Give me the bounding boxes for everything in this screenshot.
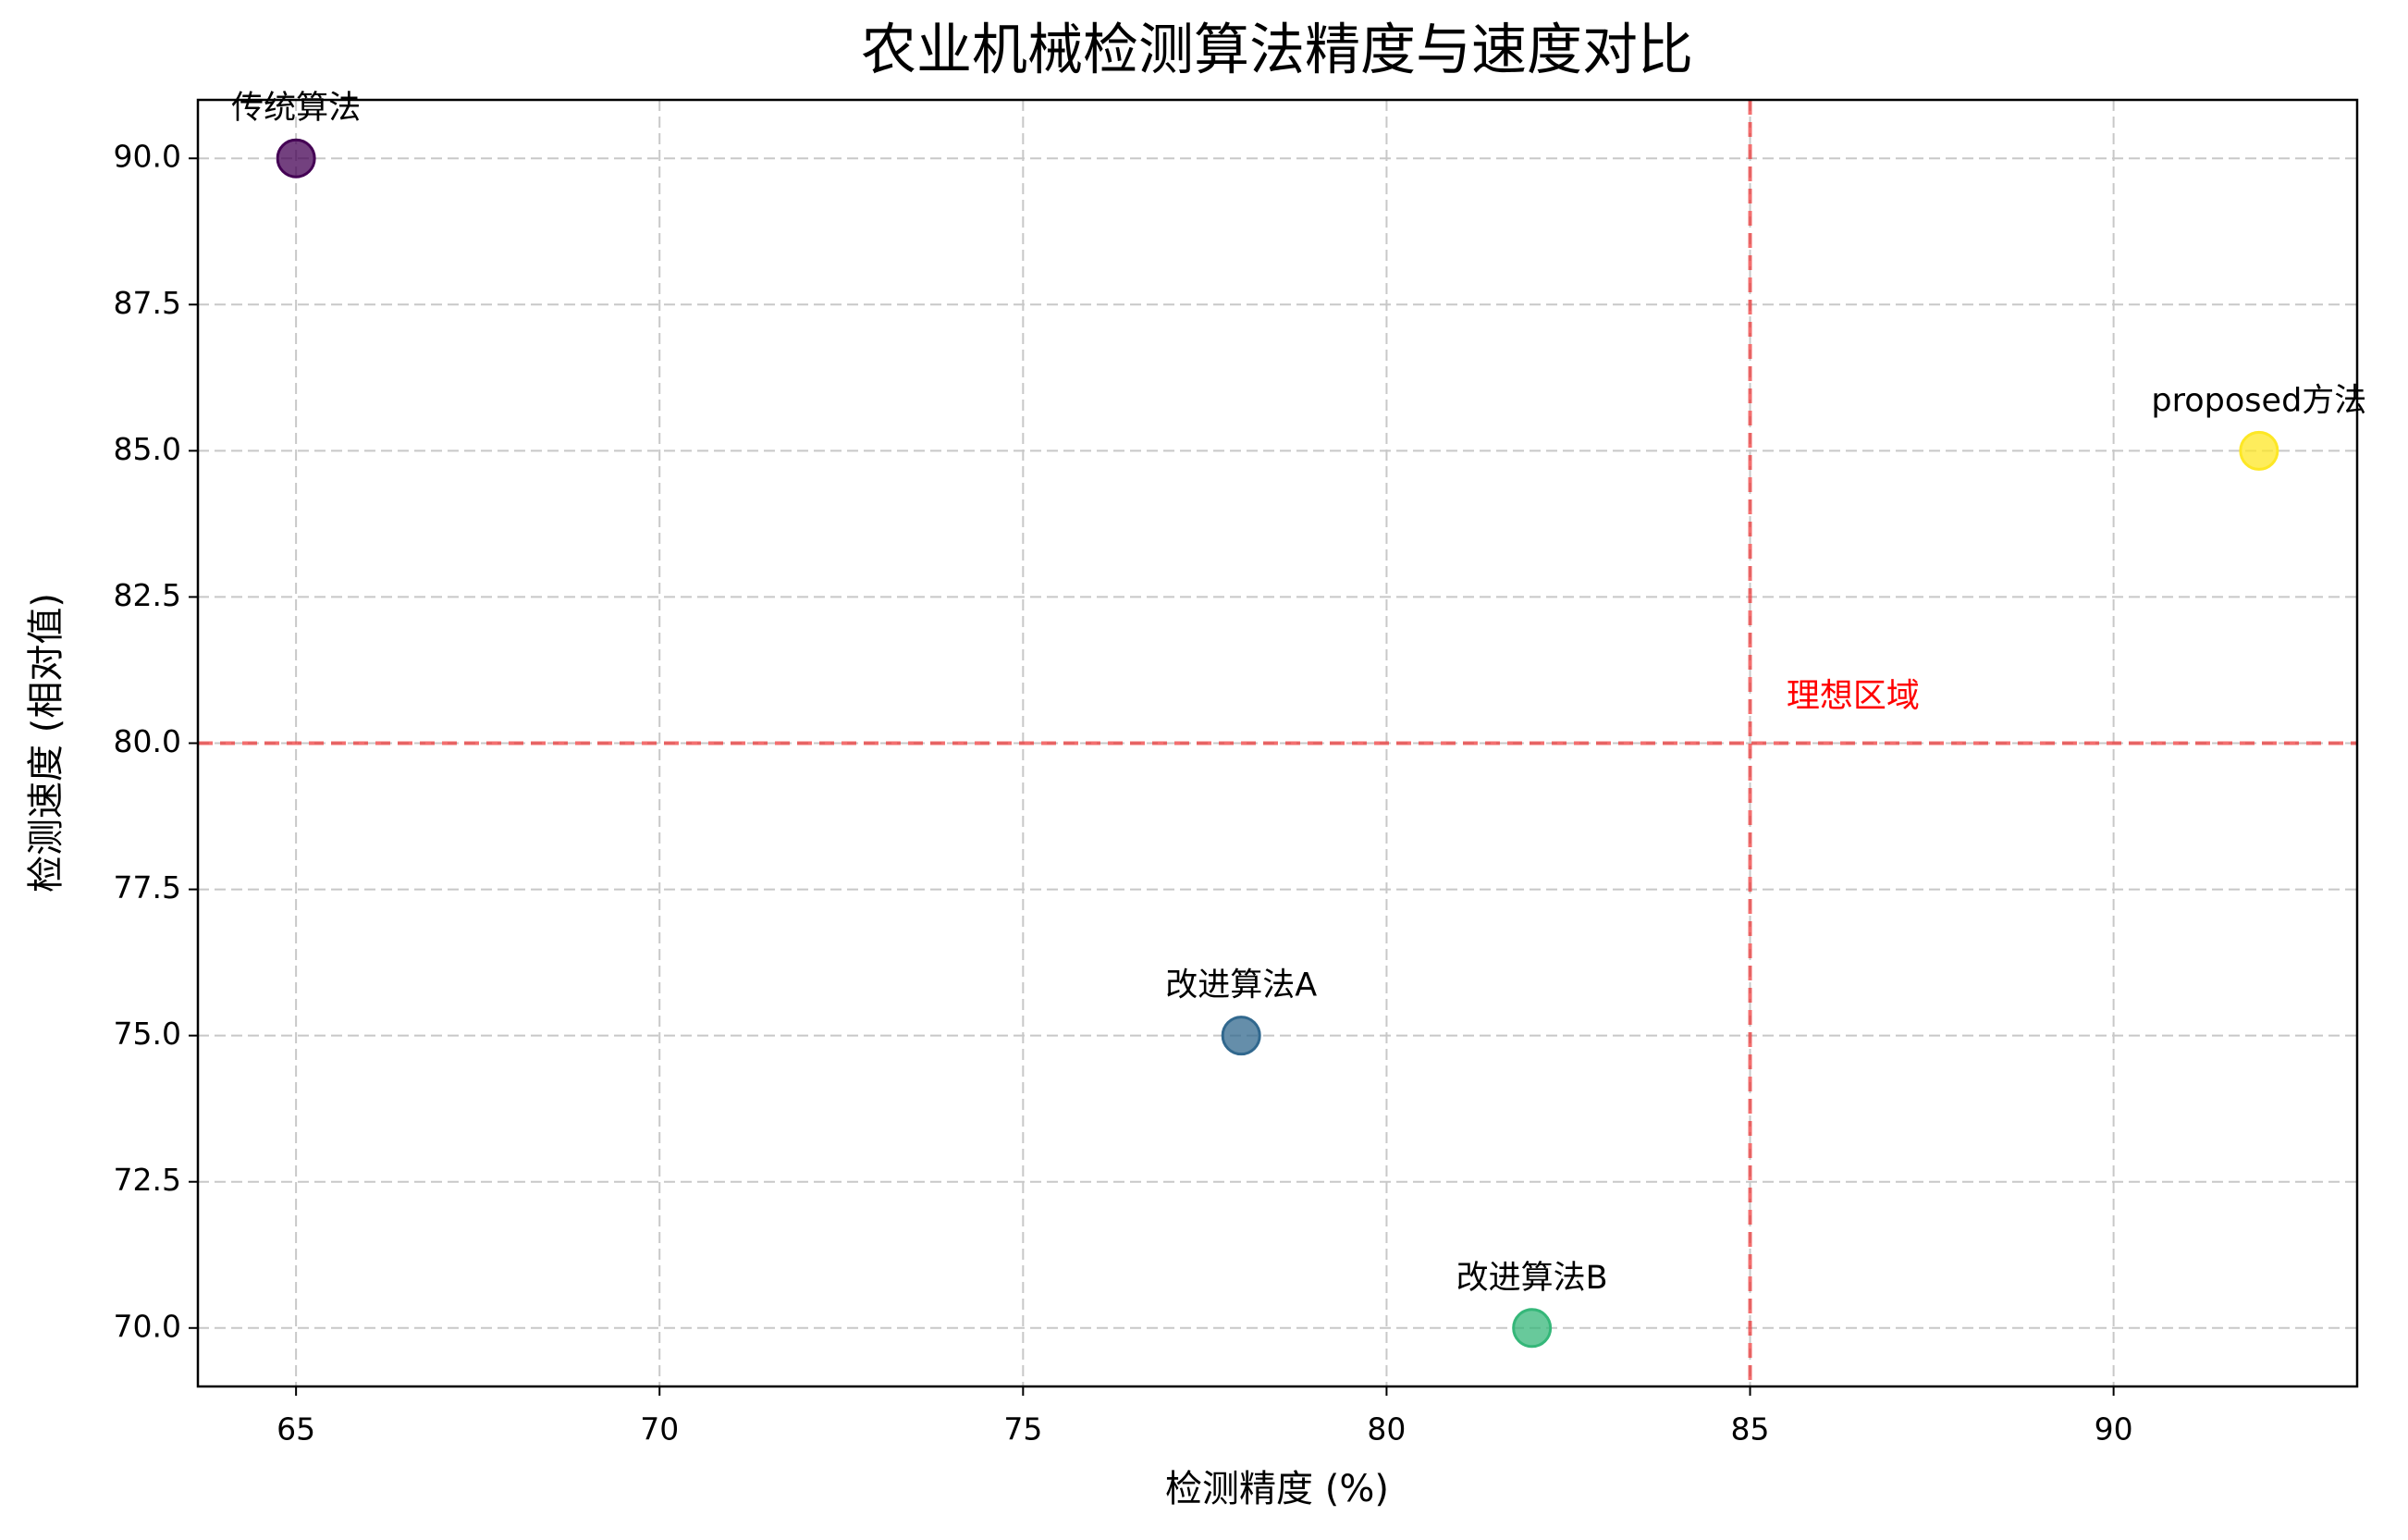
point-label: 传统算法 [231, 90, 361, 127]
y-tick-label: 85.0 [114, 431, 181, 467]
y-tick-label: 80.0 [114, 723, 181, 759]
x-tick-label: 65 [276, 1411, 315, 1448]
y-tick-label: 90.0 [114, 139, 181, 175]
x-tick-label: 75 [1003, 1411, 1042, 1448]
y-tick-label: 75.0 [114, 1016, 181, 1052]
x-tick-label: 85 [1731, 1411, 1770, 1448]
x-tick-label: 80 [1367, 1411, 1406, 1448]
point [2239, 430, 2279, 471]
point-label: proposed方法 [2151, 382, 2366, 419]
annotation: 理想区域 [1787, 677, 1920, 715]
x-axis-label: 检测精度 (%) [1165, 1468, 1389, 1510]
point-label: 改进算法B [1456, 1260, 1608, 1297]
y-tick-label: 82.5 [114, 577, 181, 613]
plot-frame [196, 98, 2359, 1388]
x-tick-label: 90 [2095, 1411, 2133, 1448]
y-tick-label: 70.0 [114, 1308, 181, 1344]
y-tick-label: 87.5 [114, 285, 181, 321]
chart-title: 农业机械检测算法精度与速度对比 [861, 18, 1693, 83]
point [276, 138, 316, 179]
x-tick-label: 70 [640, 1411, 679, 1448]
point [1512, 1308, 1553, 1349]
y-tick-label: 72.5 [114, 1162, 181, 1198]
point [1221, 1016, 1261, 1056]
y-axis-label: 检测速度 (相对值) [25, 593, 68, 893]
y-tick-label: 77.5 [114, 869, 181, 906]
point-label: 改进算法A [1165, 967, 1317, 1004]
